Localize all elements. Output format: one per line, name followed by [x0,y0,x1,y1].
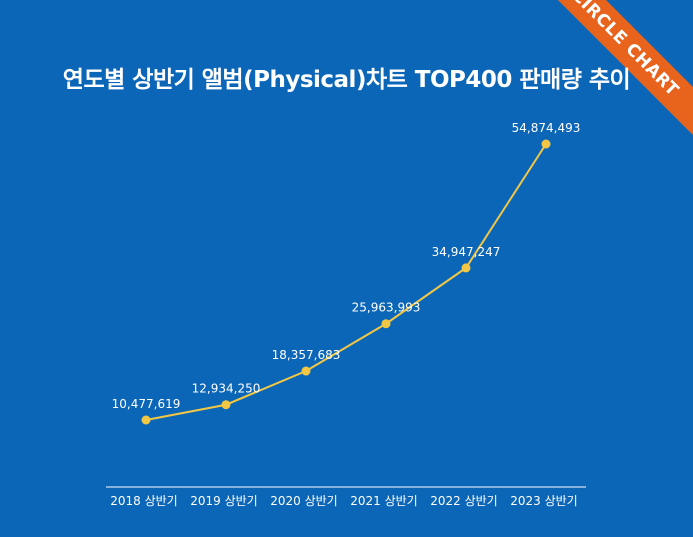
x-tick-label-5: 2022 상반기 [430,494,497,508]
x-tick-label-6: 2023 상반기 [510,494,577,508]
chart-title: 연도별 상반기 앨범(Physical)차트 TOP400 판매량 추이 [62,67,631,93]
data-point-2 [221,400,231,410]
data-point-5 [461,263,471,273]
data-point-6 [541,139,551,149]
data-label-3: 18,357,683 [272,348,341,362]
x-tick-label-4: 2021 상반기 [350,494,417,508]
data-point-4 [381,319,391,329]
x-tick-label-3: 2020 상반기 [270,494,337,508]
data-point-1 [141,415,151,425]
data-label-2: 12,934,250 [192,382,261,396]
data-label-1: 10,477,619 [112,397,181,411]
data-labels: 10,477,619 12,934,250 18,357,683 25,963,993… [112,121,581,411]
data-label-5: 34,947,247 [432,245,501,259]
data-points [141,139,551,425]
x-tick-label-2: 2019 상반기 [190,494,257,508]
data-label-4: 25,963,993 [352,301,421,315]
x-tick-label-1: 2018 상반기 [110,494,177,508]
data-label-6: 54,874,493 [512,121,581,135]
series-line [145,143,547,421]
data-point-3 [301,366,311,376]
x-tick-labels: 2018 상반기 2019 상반기 2020 상반기 2021 상반기 2022 상반기… [110,494,577,508]
